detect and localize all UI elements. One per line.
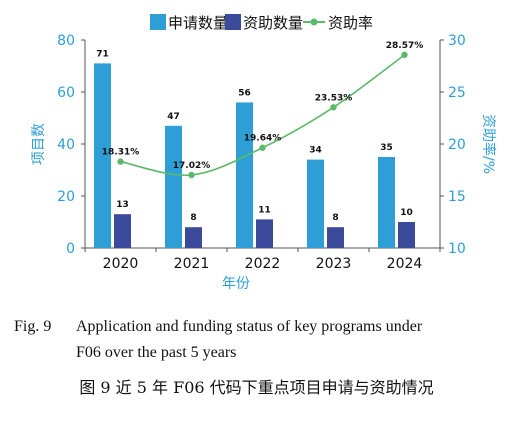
y-right-tick-label: 30 bbox=[448, 33, 466, 49]
y-right-tick-label: 20 bbox=[448, 137, 466, 153]
bar-apply-2021 bbox=[165, 125, 182, 248]
y-right-tick-label: 10 bbox=[448, 241, 466, 257]
bar-apply-label: 34 bbox=[309, 146, 322, 156]
caption-chinese: 图 9 近 5 年 F06 代码下重点项目申请与资助情况 bbox=[79, 378, 434, 397]
x-axis-title: 年份 bbox=[222, 276, 250, 292]
y-axis-left-title: 项目数 bbox=[31, 123, 47, 165]
rate-point-2020 bbox=[117, 158, 124, 165]
legend-label-funded: 资助数量 bbox=[243, 14, 303, 32]
caption-en-figure-number: Fig. 9 bbox=[14, 318, 52, 335]
bar-funded-2024 bbox=[398, 222, 415, 248]
bar-apply-label: 35 bbox=[380, 143, 393, 153]
rate-point-2024 bbox=[401, 51, 408, 59]
bar-apply-2023 bbox=[307, 159, 324, 248]
legend-label-rate: 资助率 bbox=[328, 14, 373, 32]
chart-svg: 申请数量 资助数量 资助率 0 20 40 60 80 10 15 20 25 30 2020 2021 2… bbox=[31, 14, 497, 292]
x-tick-label: 2020 bbox=[103, 256, 139, 272]
bar-funded-label: 8 bbox=[332, 213, 338, 223]
data-labels: 71 13 47 8 56 11 34 8 35 10 18.31% 17.02% 19.64% 23.5… bbox=[96, 41, 423, 223]
rate-label: 17.02% bbox=[173, 161, 211, 171]
bar-apply-2022 bbox=[236, 102, 253, 249]
bar-funded-2023 bbox=[327, 227, 344, 248]
legend: 申请数量 资助数量 资助率 bbox=[150, 14, 373, 32]
bar-apply-label: 71 bbox=[96, 49, 109, 59]
y-left-tick-label: 40 bbox=[57, 137, 75, 153]
rate-label: 23.53% bbox=[315, 93, 353, 103]
x-tick-label: 2024 bbox=[387, 256, 423, 272]
legend-marker-rate bbox=[310, 18, 318, 26]
y-axis-right-title: 资助率/% bbox=[480, 114, 497, 174]
caption-en-line2: F06 over the past 5 years bbox=[76, 344, 237, 361]
rate-label: 28.57% bbox=[386, 41, 424, 51]
rate-line-path bbox=[120, 54, 405, 177]
rate-point-2021 bbox=[188, 171, 195, 179]
y-right-tick-label: 15 bbox=[448, 189, 466, 205]
y-left-tick-label: 60 bbox=[57, 85, 75, 101]
y-left-tick-label: 20 bbox=[57, 189, 75, 205]
caption-english: Fig. 9 Application and funding status of … bbox=[14, 314, 509, 366]
bar-funded-2021 bbox=[185, 227, 202, 248]
bar-apply-label: 56 bbox=[238, 88, 251, 98]
rate-point-2022 bbox=[259, 144, 266, 151]
axes: 0 20 40 60 80 10 15 20 25 30 2020 2021 2022 2023 2024 年… bbox=[31, 33, 497, 292]
caption-en-line1: Application and funding status of key pr… bbox=[76, 318, 423, 335]
rate-label: 19.64% bbox=[244, 134, 282, 144]
rate-label: 18.31% bbox=[102, 148, 140, 158]
bar-funded-label: 8 bbox=[190, 213, 196, 223]
bar-funded-label: 11 bbox=[258, 205, 271, 215]
x-tick-label: 2022 bbox=[245, 256, 281, 272]
bar-apply-2024 bbox=[378, 157, 395, 248]
bar-funded-2020 bbox=[114, 214, 131, 248]
bar-apply-2020 bbox=[94, 63, 111, 249]
y-left-tick-label: 0 bbox=[66, 241, 75, 257]
y-left-tick-label: 80 bbox=[57, 33, 75, 49]
bars bbox=[94, 63, 415, 249]
rate-line bbox=[117, 51, 408, 179]
bar-funded-label: 13 bbox=[116, 200, 129, 210]
bar-funded-2022 bbox=[256, 219, 273, 248]
x-tick-label: 2023 bbox=[316, 256, 352, 272]
rate-point-2023 bbox=[330, 104, 337, 111]
x-tick-label: 2021 bbox=[174, 256, 210, 272]
legend-swatch-funded bbox=[225, 14, 241, 30]
legend-swatch-apply bbox=[150, 14, 166, 30]
y-right-tick-label: 25 bbox=[448, 85, 466, 101]
bar-funded-label: 10 bbox=[400, 208, 413, 218]
bar-apply-label: 47 bbox=[167, 112, 180, 122]
legend-label-apply: 申请数量 bbox=[168, 14, 228, 32]
chart: 申请数量 资助数量 资助率 0 20 40 60 80 10 15 20 25 30 2020 2021 2… bbox=[31, 14, 497, 292]
